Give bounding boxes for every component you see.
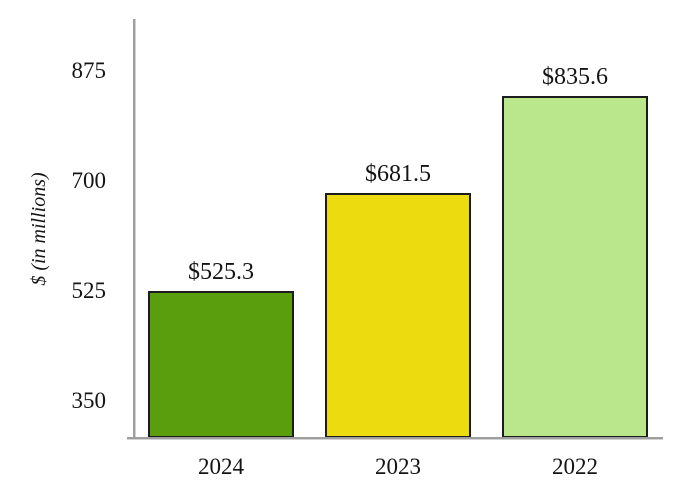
bar-2023 (325, 192, 471, 438)
y-axis-tick-label-350: 350 (71, 388, 107, 413)
bar-value-label-2023: $681.5 (365, 160, 431, 187)
bar-2024 (148, 290, 294, 438)
x-axis-line (127, 437, 663, 440)
x-axis-label-2022: 2022 (552, 454, 598, 479)
y-axis-line (133, 19, 136, 439)
bar-value-label-2024: $525.3 (188, 258, 254, 285)
x-axis-label-2023: 2023 (375, 454, 421, 479)
bar-2022 (502, 95, 648, 438)
y-axis-tick-label-700: 700 (71, 168, 107, 193)
y-axis-tick-label-525: 525 (71, 278, 107, 303)
bar-value-label-2022: $835.6 (542, 63, 608, 90)
y-axis-tick-label-875: 875 (71, 58, 107, 83)
x-axis-label-2024: 2024 (198, 454, 244, 479)
